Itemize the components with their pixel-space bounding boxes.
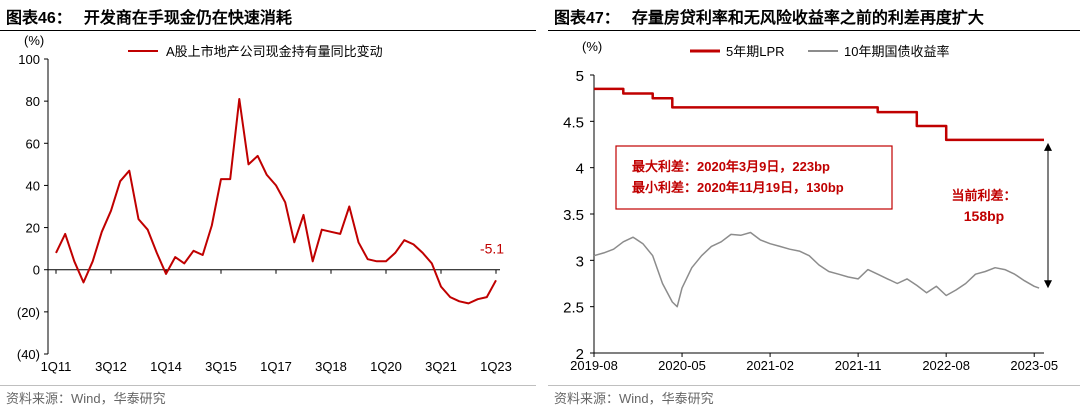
right-current-spread-arrow-head-bottom — [1044, 280, 1052, 289]
right-x-tick-label: 2020-05 — [658, 358, 706, 373]
left-y-tick-label: (20) — [17, 305, 40, 320]
right-x-tick-label: 2022-08 — [922, 358, 970, 373]
right-current-spread-arrow-head-top — [1044, 142, 1052, 151]
left-unit-label: (%) — [24, 33, 44, 48]
right-y-tick-label: 4.5 — [563, 114, 584, 131]
right-figure-number: 图表47： — [554, 10, 620, 27]
right-x-tick-label: 2019-08 — [570, 358, 618, 373]
left-legend-label: A股上市地产公司现金持有量同比变动 — [166, 44, 383, 59]
right-max-spread-text: 最大利差：2020年3月9日，223bp — [632, 159, 830, 174]
left-source-rule — [0, 385, 536, 386]
left-y-tick-label: 100 — [18, 52, 40, 67]
left-x-tick-label: 3Q12 — [95, 359, 127, 374]
left-x-tick-label: 1Q11 — [41, 359, 72, 374]
right-figure-title-text: 存量房贷利率和无风险收益率之前的利差再度扩大 — [631, 10, 984, 27]
right-legend-label-bond: 10年期国债收益率 — [844, 44, 949, 59]
right-y-tick-label: 2 — [576, 346, 584, 363]
left-figure-title: 图表46： 开发商在手现金仍在快速消耗 — [6, 4, 292, 28]
right-source: 资料来源：Wind，华泰研究 — [554, 391, 714, 406]
right-title-rule — [548, 30, 1080, 31]
left-last-value-annotation: -5.1 — [480, 241, 504, 257]
right-min-spread-text: 最小利差：2020年11月19日，130bp — [632, 180, 844, 195]
left-source: 资料来源：Wind，华泰研究 — [6, 391, 166, 406]
right-legend-label-lpr: 5年期LPR — [726, 44, 785, 59]
left-y-tick-label: 20 — [26, 221, 40, 236]
right-source-rule — [548, 385, 1080, 386]
left-series-line — [55, 98, 497, 305]
left-x-tick-label: 3Q15 — [205, 359, 237, 374]
right-current-spread-label: 当前利差： — [951, 188, 1016, 203]
left-x-tick-label: 1Q17 — [260, 359, 292, 374]
right-y-tick-label: 5 — [576, 68, 584, 85]
right-unit-label: (%) — [582, 39, 602, 54]
right-x-tick-label: 2021-11 — [835, 358, 882, 373]
right-current-spread-value: 158bp — [964, 208, 1004, 224]
left-x-tick-label: 1Q20 — [370, 359, 402, 374]
left-y-tick-label: 40 — [26, 178, 40, 193]
right-series-lpr-line — [594, 87, 1044, 142]
left-figure-panel: 图表46： 开发商在手现金仍在快速消耗 (%) 100 80 60 40 20 0 (20) (4… — [0, 0, 536, 408]
left-y-tick-label: 80 — [26, 94, 40, 109]
left-figure-number: 图表46： — [6, 10, 72, 27]
left-y-tick-label: 60 — [26, 136, 40, 151]
left-chart: (%) 100 80 60 40 20 0 (20) (40)1Q11 3Q12 1Q14 3Q15 1… — [17, 33, 512, 374]
right-x-tick-label: 2021-02 — [746, 358, 794, 373]
left-title-rule — [0, 30, 536, 31]
right-x-tick-label: 2023-05 — [1010, 358, 1058, 373]
right-y-tick-label: 3 — [576, 253, 584, 270]
right-y-tick-label: 4 — [576, 161, 584, 178]
left-y-tick-label: 0 — [33, 263, 40, 278]
left-x-tick-label: 1Q14 — [150, 359, 182, 374]
right-figure-title: 图表47： 存量房贷利率和无风险收益率之前的利差再度扩大 — [554, 4, 984, 28]
right-y-tick-label: 3.5 — [563, 207, 584, 224]
right-series-bond-yield-line — [593, 231, 1040, 308]
left-x-tick-label: 3Q18 — [315, 359, 347, 374]
right-y-tick-label: 2.5 — [563, 300, 584, 317]
left-x-tick-label: 1Q23 — [480, 359, 512, 374]
right-spread-annotation-box — [615, 145, 893, 210]
right-figure-panel: 图表47： 存量房贷利率和无风险收益率之前的利差再度扩大 (%) 5 4.5 4 3.5 3… — [548, 0, 1080, 408]
left-figure-title-text: 开发商在手现金仍在快速消耗 — [83, 10, 292, 27]
left-y-tick-label: (40) — [17, 347, 40, 362]
left-x-tick-label: 3Q21 — [425, 359, 457, 374]
